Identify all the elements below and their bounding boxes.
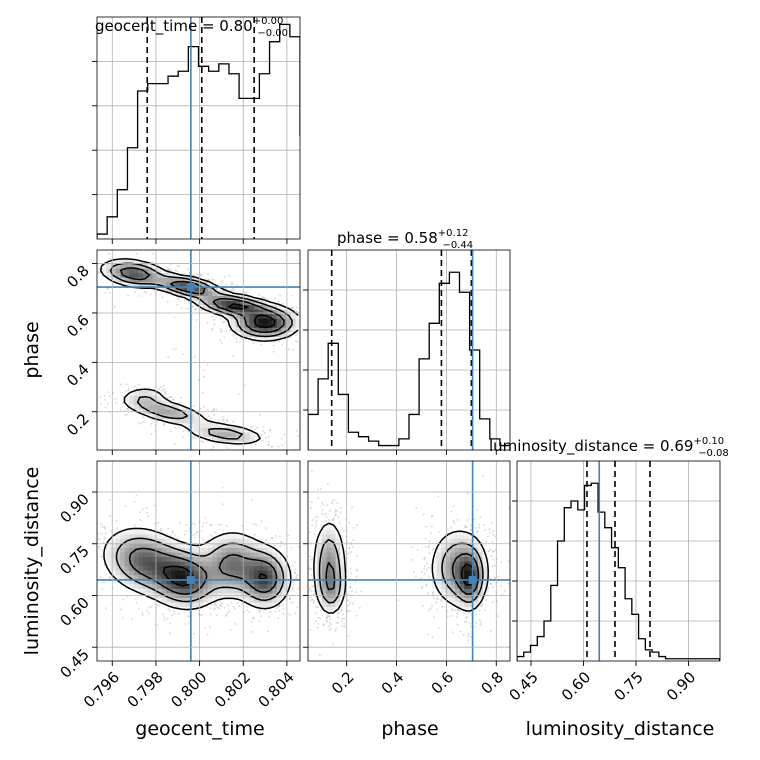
xtick-label-phase-0: 0.2	[328, 668, 358, 698]
title-luminosity-distance: luminosity_distance = 0.69+0.10 −0.08	[489, 436, 729, 459]
title-phase-sub: −0.44	[442, 240, 473, 251]
panel-frame	[516, 460, 721, 662]
histogram-step-geocent-time	[97, 23, 300, 239]
ytick-label-luminosity-distance-2: 0.75	[56, 542, 92, 578]
panel-frame	[96, 460, 301, 662]
panel-frame	[307, 460, 511, 662]
histogram-geocent-time	[92, 16, 301, 244]
injection-marker	[468, 575, 477, 584]
xtick-label-luminosity-distance-0: 0.45	[505, 668, 541, 704]
title-phase-main: phase = 0.58	[337, 229, 438, 247]
ytick-label-luminosity-distance-1: 0.60	[56, 594, 92, 630]
title-geocent-time: geocent_time = 0.80+0.00 −0.00	[95, 16, 288, 39]
density-phase-vs-geocent-time	[92, 249, 301, 455]
xtick-label-geocent-time-3: 0.802	[211, 668, 254, 711]
ylabel-phase: phase	[21, 321, 43, 378]
xtick-label-geocent-time-2: 0.800	[167, 668, 210, 711]
title-phase-sup: +0.12	[438, 228, 469, 239]
xtick-label-phase-3: 0.8	[478, 668, 508, 698]
xtick-label-geocent-time-1: 0.798	[124, 668, 167, 711]
contour-level-1	[318, 538, 484, 604]
histogram-phase	[303, 249, 511, 455]
title-luminosity-distance-sup: +0.10	[693, 436, 724, 447]
contour-level-2	[128, 547, 278, 595]
panel-frame	[96, 16, 301, 240]
histogram-step-phase	[308, 271, 510, 450]
histogram-luminosity-distance	[512, 460, 721, 666]
panel-frame	[96, 249, 301, 451]
title-luminosity-distance-sub: −0.08	[698, 448, 729, 459]
ytick-label-phase-2: 0.6	[63, 311, 93, 341]
injection-marker	[186, 575, 195, 584]
ytick-label-luminosity-distance-3: 0.90	[56, 490, 92, 526]
ytick-label-phase-1: 0.4	[63, 360, 93, 390]
density-luminosity-distance-vs-geocent-time	[92, 460, 301, 666]
ytick-label-phase-3: 0.8	[63, 262, 93, 292]
xlabel-phase: phase	[381, 718, 438, 740]
xtick-label-luminosity-distance-3: 0.90	[663, 668, 699, 704]
title-geocent-time-sup: +0.00	[253, 16, 284, 27]
xtick-label-phase-1: 0.4	[378, 668, 408, 698]
title-geocent-time-main: geocent_time = 0.80	[95, 17, 253, 36]
contour-level-1	[109, 262, 293, 440]
xlabel-geocent-time: geocent_time	[135, 718, 264, 740]
xtick-label-luminosity-distance-1: 0.60	[558, 668, 594, 704]
xtick-label-geocent-time-0: 0.796	[80, 668, 123, 711]
ytick-label-luminosity-distance-0: 0.45	[56, 645, 92, 681]
injection-marker	[186, 283, 195, 292]
xlabel-luminosity-distance: luminosity_distance	[526, 718, 715, 740]
panel-frame	[307, 249, 511, 451]
contour-level-0	[313, 522, 489, 614]
contour-level-3	[228, 303, 276, 329]
ytick-label-phase-0: 0.2	[63, 410, 93, 440]
xtick-label-phase-2: 0.6	[428, 668, 458, 698]
title-geocent-time-sub: −0.00	[257, 28, 288, 39]
contour-level-2	[325, 552, 480, 595]
title-luminosity-distance-main: luminosity_distance = 0.69	[489, 437, 693, 456]
tick-labels: 0.796 0.798 0.800 0.802 0.804 0.2 0.4 0.6 0.80.4…	[56, 262, 699, 712]
xtick-label-geocent-time-4: 0.804	[255, 668, 298, 711]
ylabel-luminosity-distance: luminosity_distance	[21, 467, 43, 656]
density-luminosity-distance-vs-phase	[303, 460, 511, 666]
contour-level-3	[163, 565, 267, 587]
xtick-label-luminosity-distance-2: 0.75	[610, 668, 646, 704]
title-phase: phase = 0.58+0.12 −0.44	[337, 228, 473, 251]
histogram-step-luminosity-distance	[517, 482, 720, 661]
